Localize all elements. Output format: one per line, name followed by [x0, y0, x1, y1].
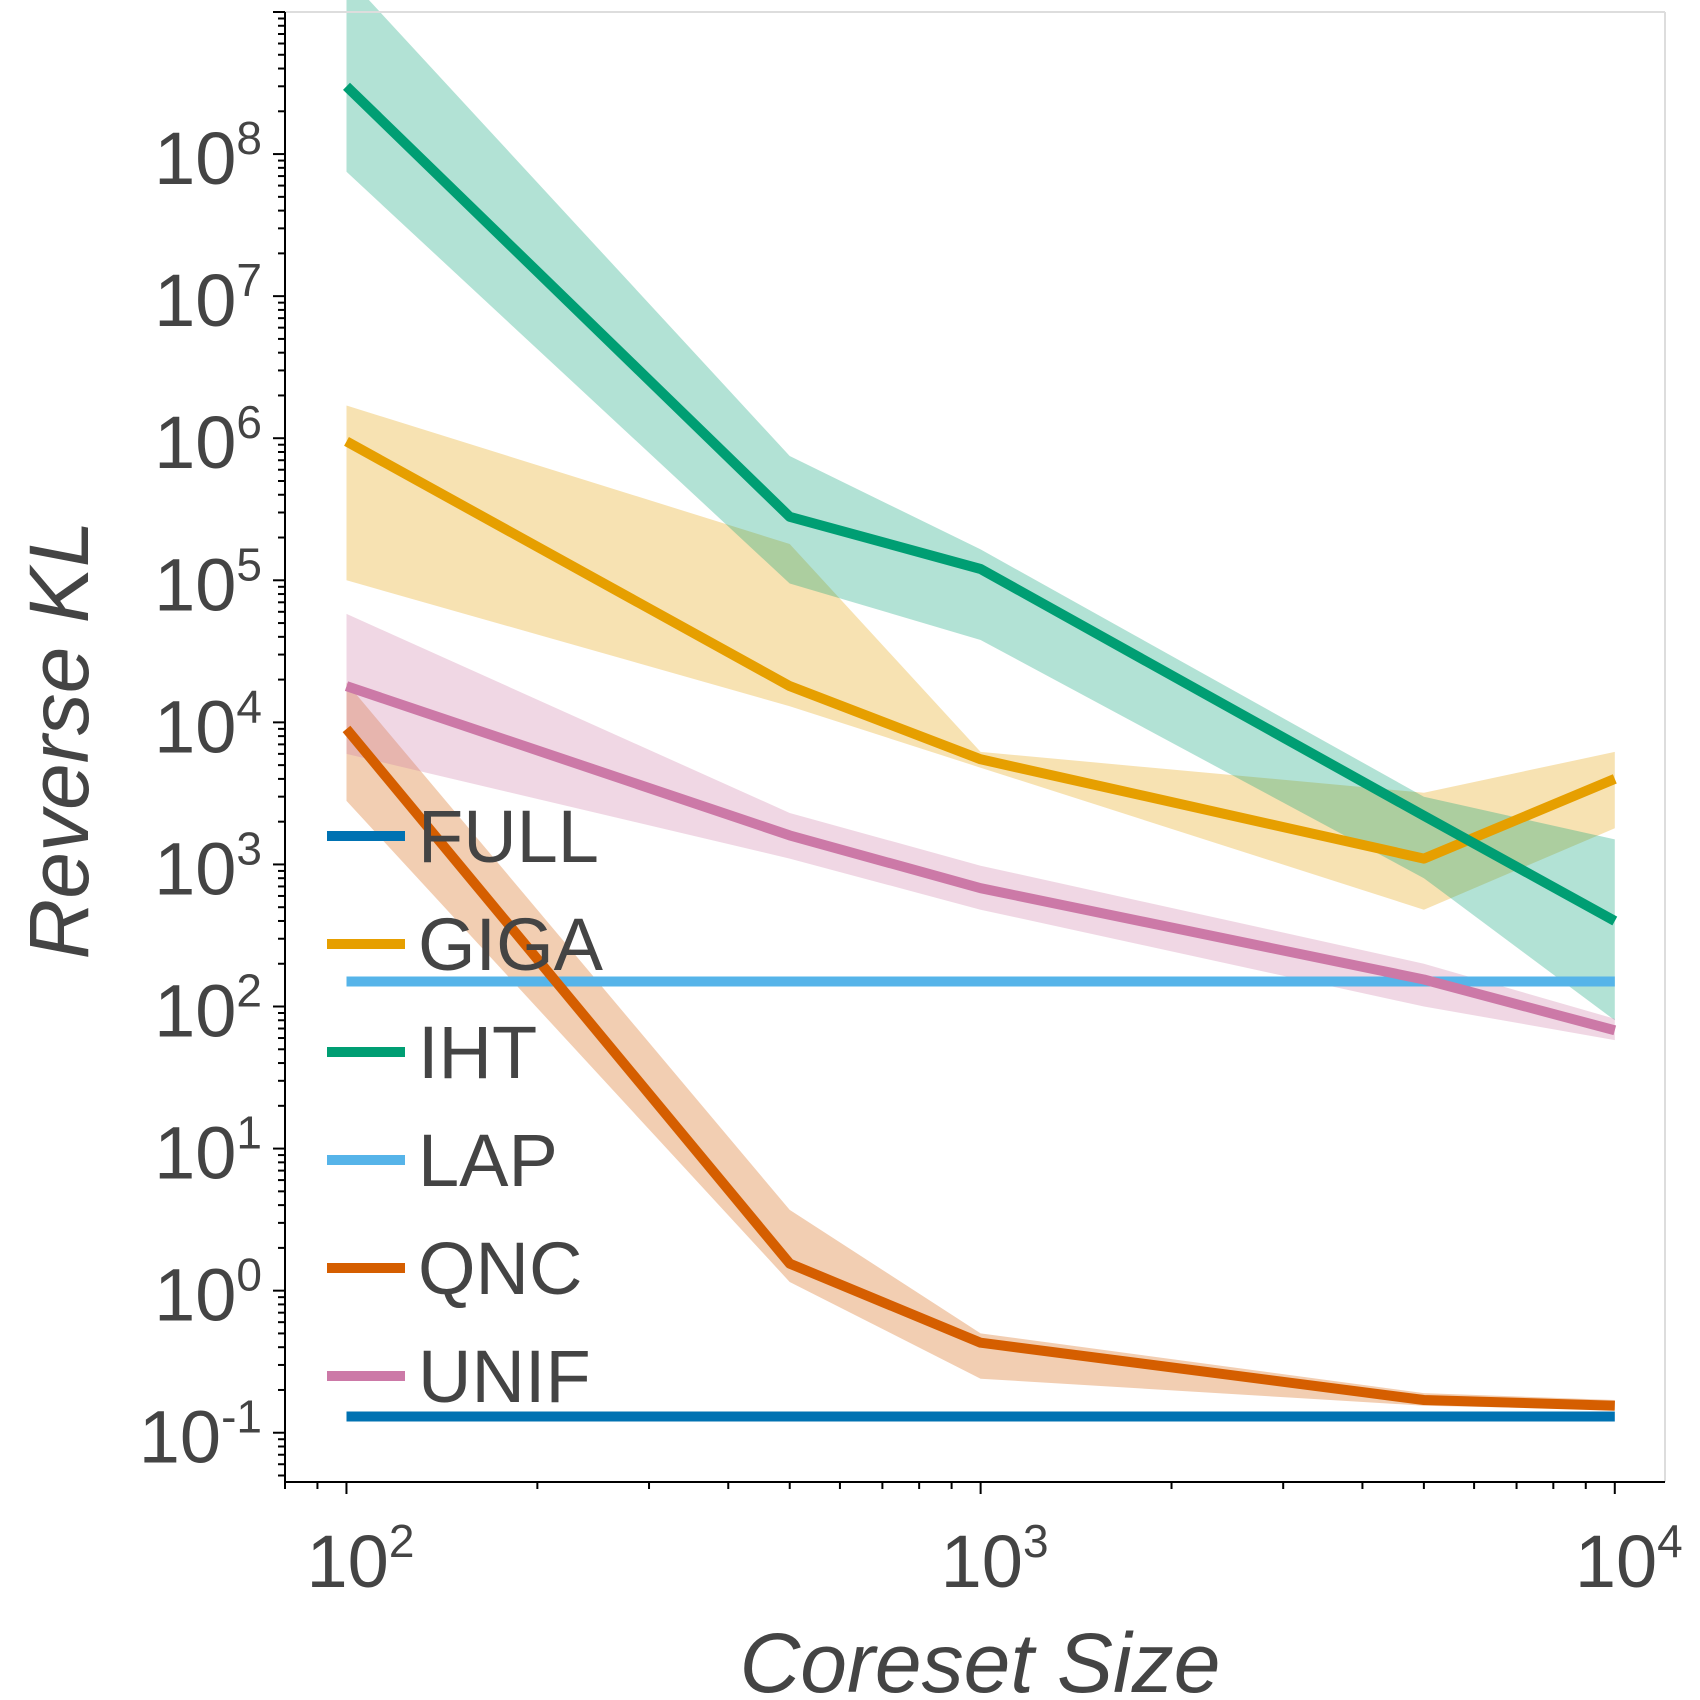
- y-tick-label: 100: [154, 1249, 262, 1337]
- legend-item-lap: LAP: [327, 1119, 558, 1202]
- line-unif: [344, 681, 1617, 1036]
- legend-label: LAP: [418, 1119, 558, 1202]
- line-qnc: [342, 725, 1615, 1411]
- series-lines: [342, 82, 1618, 1422]
- y-tick-label: 102: [154, 965, 262, 1053]
- y-tick-label: 108: [154, 112, 262, 200]
- y-tick-label: 104: [154, 680, 262, 768]
- y-tick-label: 10-1: [139, 1391, 262, 1479]
- line-iht: [343, 82, 1618, 926]
- legend-item-qnc: QNC: [327, 1227, 582, 1310]
- legend-item-full: FULL: [327, 795, 599, 878]
- band-giga: [346, 405, 1615, 910]
- axes: 10-1 100 101 102 103 104 105 106 107 108 102 103 104: [139, 11, 1683, 1603]
- y-tick-label: 107: [154, 254, 262, 342]
- y-tick-label: 105: [154, 538, 262, 626]
- line-giga: [344, 437, 1617, 864]
- x-tick-label: 104: [1575, 1515, 1683, 1603]
- band-iht: [346, 0, 1615, 1021]
- legend-label: QNC: [418, 1227, 582, 1310]
- y-tick-label: 101: [154, 1107, 262, 1195]
- x-tick-label: 103: [941, 1515, 1049, 1603]
- legend-item-giga: GIGA: [327, 903, 604, 986]
- legend-label: UNIF: [418, 1335, 591, 1418]
- legend-label: GIGA: [418, 903, 604, 986]
- legend-item-unif: UNIF: [327, 1335, 591, 1418]
- x-axis-label: Coreset Size: [740, 1616, 1221, 1700]
- y-axis-label: Reverse KL: [12, 521, 106, 960]
- y-tick-label: 103: [154, 822, 262, 910]
- legend: FULL GIGA IHT LAP QNC UNIF: [327, 795, 604, 1418]
- legend-item-iht: IHT: [327, 1011, 537, 1094]
- y-tick-label: 106: [154, 396, 262, 484]
- x-tick-label: 102: [307, 1515, 415, 1603]
- legend-label: FULL: [418, 795, 599, 878]
- legend-label: IHT: [418, 1011, 537, 1094]
- band-qnc: [346, 682, 1615, 1410]
